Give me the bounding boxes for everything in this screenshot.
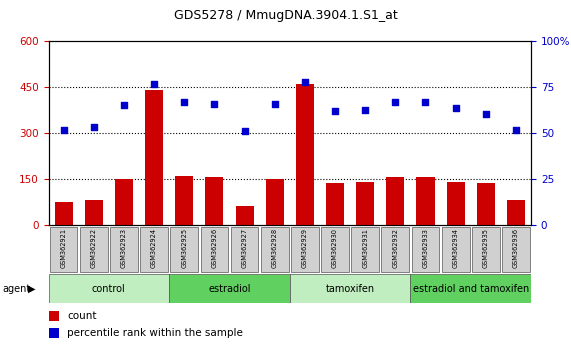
- Text: GSM362921: GSM362921: [61, 228, 67, 268]
- Point: [59, 127, 68, 132]
- Text: GSM362932: GSM362932: [392, 228, 399, 268]
- Bar: [206, 177, 223, 225]
- Bar: [502, 228, 530, 272]
- Text: estradiol: estradiol: [208, 284, 251, 293]
- Bar: [49, 312, 59, 321]
- Bar: [85, 200, 103, 225]
- Bar: [412, 228, 439, 272]
- Text: GSM362936: GSM362936: [513, 228, 519, 268]
- Bar: [447, 182, 465, 225]
- Text: GSM362929: GSM362929: [302, 228, 308, 268]
- Bar: [356, 182, 374, 225]
- Text: GSM362934: GSM362934: [453, 228, 459, 268]
- Text: GSM362930: GSM362930: [332, 228, 338, 268]
- Bar: [266, 179, 284, 225]
- Bar: [80, 228, 108, 272]
- Text: GSM362927: GSM362927: [242, 228, 248, 268]
- Text: estradiol and tamoxifen: estradiol and tamoxifen: [413, 284, 529, 293]
- Text: GSM362928: GSM362928: [272, 228, 278, 268]
- Bar: [110, 228, 138, 272]
- Text: control: control: [92, 284, 126, 293]
- Bar: [321, 228, 349, 272]
- Bar: [289, 274, 411, 303]
- Point: [361, 107, 370, 113]
- Bar: [49, 328, 59, 338]
- Text: GSM362922: GSM362922: [91, 228, 96, 268]
- Bar: [381, 228, 409, 272]
- Bar: [175, 176, 193, 225]
- Text: GSM362925: GSM362925: [181, 228, 187, 268]
- Text: GDS5278 / MmugDNA.3904.1.S1_at: GDS5278 / MmugDNA.3904.1.S1_at: [174, 9, 397, 22]
- Bar: [296, 84, 314, 225]
- Point: [481, 112, 490, 117]
- Text: tamoxifen: tamoxifen: [325, 284, 375, 293]
- Text: ▶: ▶: [27, 284, 35, 293]
- Bar: [115, 179, 133, 225]
- Point: [451, 105, 460, 111]
- Bar: [140, 228, 168, 272]
- Bar: [411, 274, 531, 303]
- Point: [240, 129, 249, 134]
- Bar: [170, 228, 198, 272]
- Bar: [169, 274, 289, 303]
- Text: GSM362926: GSM362926: [211, 228, 218, 268]
- Point: [119, 102, 128, 108]
- Bar: [145, 90, 163, 225]
- Point: [391, 99, 400, 105]
- Bar: [507, 200, 525, 225]
- Bar: [49, 274, 169, 303]
- Point: [180, 99, 189, 105]
- Bar: [416, 177, 435, 225]
- Text: GSM362924: GSM362924: [151, 228, 157, 268]
- Text: count: count: [67, 312, 97, 321]
- Bar: [326, 183, 344, 225]
- Point: [512, 127, 521, 132]
- Text: GSM362933: GSM362933: [423, 228, 428, 268]
- Bar: [442, 228, 469, 272]
- Bar: [291, 228, 319, 272]
- Bar: [472, 228, 500, 272]
- Bar: [386, 177, 404, 225]
- Bar: [235, 206, 254, 225]
- Bar: [261, 228, 288, 272]
- Bar: [351, 228, 379, 272]
- Text: agent: agent: [3, 284, 31, 293]
- Bar: [231, 228, 259, 272]
- Point: [210, 101, 219, 107]
- Point: [300, 79, 309, 85]
- Text: GSM362935: GSM362935: [483, 228, 489, 268]
- Text: GSM362923: GSM362923: [121, 228, 127, 268]
- Point: [270, 101, 279, 107]
- Bar: [477, 183, 495, 225]
- Point: [89, 124, 98, 130]
- Point: [421, 99, 430, 105]
- Point: [331, 108, 340, 114]
- Bar: [200, 228, 228, 272]
- Text: GSM362931: GSM362931: [362, 228, 368, 268]
- Point: [150, 81, 159, 86]
- Bar: [50, 228, 78, 272]
- Text: percentile rank within the sample: percentile rank within the sample: [67, 328, 243, 338]
- Bar: [55, 202, 73, 225]
